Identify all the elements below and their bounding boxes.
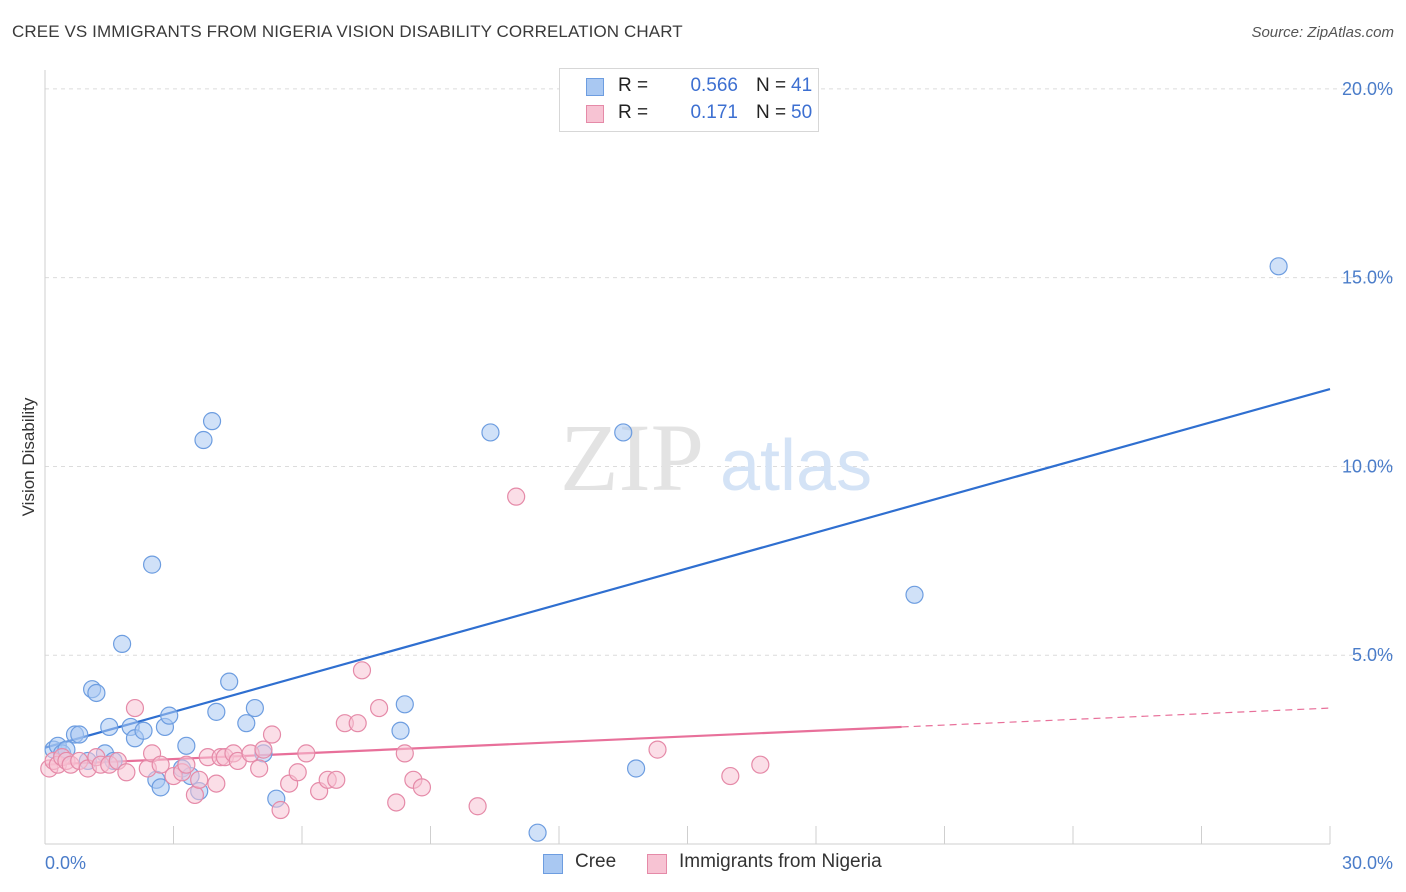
cree-point [87, 683, 106, 703]
cree-point [391, 721, 410, 740]
axes [44, 70, 1331, 845]
cree-point [194, 430, 213, 450]
nigeria-point [395, 744, 414, 763]
cree-point [160, 706, 179, 725]
series-label-cree: Cree [575, 851, 617, 872]
watermark: ZIP atlas [560, 404, 872, 511]
grid-lines [45, 88, 1393, 656]
cree-point [237, 714, 256, 733]
nigeria-point [207, 774, 226, 793]
nigeria-point [250, 759, 269, 778]
nigeria-point [177, 755, 196, 774]
cree-point [134, 721, 153, 740]
series-swatch-nigeria [647, 854, 667, 874]
cree-point [220, 672, 239, 691]
axis-labels: 5.0% 10.0% 15.0% 20.0% 0.0% 30.0% Vision Disab… [19, 79, 1393, 873]
legend-r-value: 0.566 [690, 75, 738, 96]
x-tick-label: 0.0% [45, 853, 86, 873]
cree-point [626, 759, 646, 778]
nigeria-point [721, 766, 740, 786]
nigeria-point [125, 698, 145, 718]
nigeria-point [507, 487, 526, 506]
nigeria-trend-extension [901, 707, 1331, 728]
cree-point [177, 736, 196, 755]
chart-title: CREE VS IMMIGRANTS FROM NIGERIA VISION D… [12, 22, 683, 41]
y-tick-label: 10.0% [1342, 456, 1393, 476]
y-axis-label: Vision Disability [19, 397, 38, 516]
cree-point [207, 702, 226, 721]
cree-point [614, 423, 633, 442]
nigeria-point [190, 770, 209, 789]
nigeria-point [271, 800, 290, 820]
cree-point [70, 725, 89, 744]
cree-point [202, 412, 222, 431]
nigeria-point [327, 770, 346, 789]
nigeria-point [648, 740, 667, 759]
nigeria-trend-line [44, 725, 902, 766]
legend-n-value: 50 [791, 102, 813, 123]
legend-r-label: R = [618, 75, 649, 96]
nigeria-point [288, 763, 307, 782]
series-swatch-cree [543, 854, 563, 874]
cree-point [100, 717, 119, 737]
legend-swatch-nigeria [586, 105, 604, 123]
cree-trend-line [44, 387, 1331, 749]
nigeria-point [751, 755, 770, 774]
chart-source: Source: ZipAtlas.com [1251, 24, 1394, 41]
y-tick-label: 5.0% [1352, 645, 1393, 665]
legend-n-label: N = [756, 102, 787, 123]
nigeria-point [348, 714, 367, 733]
series-label-nigeria: Immigrants from Nigeria [679, 851, 882, 872]
cree-point [151, 778, 170, 797]
watermark-zip: ZIP [560, 404, 704, 511]
cree-point [112, 634, 132, 653]
nigeria-point [185, 785, 205, 805]
nigeria-point [151, 755, 170, 774]
nigeria-point [352, 661, 372, 680]
nigeria-point [412, 778, 432, 797]
data-points [40, 257, 1288, 842]
x-tick-label: 30.0% [1342, 853, 1393, 873]
cree-point [245, 698, 264, 718]
nigeria-point [370, 698, 389, 718]
nigeria-point [468, 797, 487, 816]
cree-point [528, 823, 547, 842]
nigeria-point [262, 725, 282, 744]
legend-n-label: N = [756, 75, 787, 96]
correlation-legend: R = 0.566 N = 41 R = 0.171 N = 50 [559, 68, 819, 132]
legend-r-label: R = [618, 102, 649, 123]
legend-n-value: 41 [791, 75, 813, 96]
nigeria-point [297, 744, 316, 763]
watermark-atlas: atlas [720, 426, 872, 506]
y-tick-label: 20.0% [1342, 79, 1393, 99]
legend-r-value: 0.171 [690, 102, 738, 123]
cree-point [142, 555, 162, 574]
cree-point [395, 695, 414, 714]
series-legend: Cree Immigrants from Nigeria [0, 851, 1406, 879]
cree-point [481, 423, 500, 442]
nigeria-point [117, 763, 136, 782]
nigeria-point [254, 740, 273, 759]
cree-point [1269, 257, 1288, 276]
legend-swatch-cree [586, 78, 604, 96]
y-tick-label: 15.0% [1342, 268, 1393, 288]
nigeria-point [387, 793, 406, 812]
cree-point [905, 585, 924, 604]
